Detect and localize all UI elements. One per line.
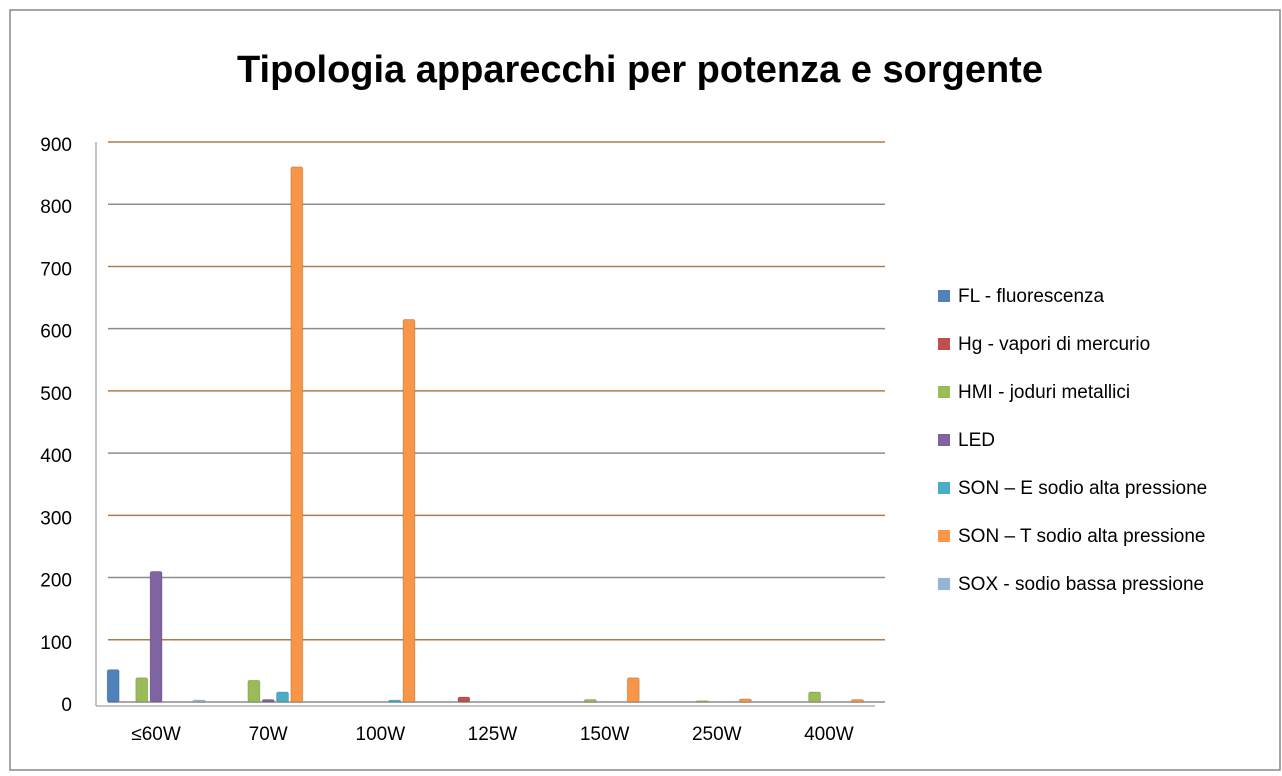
- legend-label: HMI - joduri metallici: [958, 382, 1130, 403]
- bar: [388, 699, 402, 703]
- bar: [738, 698, 752, 703]
- x-tick-label: 125W: [468, 724, 518, 745]
- legend-swatch: [938, 386, 950, 398]
- bar: [457, 696, 471, 703]
- x-tick-label: 250W: [692, 724, 742, 745]
- y-tick-label: 300: [40, 508, 72, 529]
- chart-frame: [9, 9, 1281, 771]
- bar: [583, 699, 597, 703]
- bar: [851, 699, 865, 703]
- bar: [192, 699, 206, 703]
- x-tick-label: 400W: [804, 724, 854, 745]
- bar: [276, 691, 290, 703]
- legend-label: Hg - vapori di mercurio: [958, 334, 1150, 355]
- legend-label: SOX - sodio bassa pressione: [958, 574, 1204, 595]
- y-tick-label: 200: [40, 571, 72, 592]
- bar: [695, 700, 709, 703]
- bar: [135, 677, 149, 703]
- bar: [290, 166, 304, 703]
- legend-swatch: [938, 578, 950, 590]
- x-tick-label: 100W: [356, 724, 406, 745]
- y-tick-label: 500: [40, 384, 72, 405]
- bar: [247, 679, 261, 703]
- y-tick-label: 400: [40, 446, 72, 467]
- legend-swatch: [938, 530, 950, 542]
- bar: [402, 318, 416, 703]
- chart-title: Tipologia apparecchi per potenza e sorge…: [237, 49, 1043, 91]
- x-tick-label: 150W: [580, 724, 630, 745]
- legend-swatch: [938, 338, 950, 350]
- x-tick-label: 70W: [249, 724, 288, 745]
- bar: [808, 691, 822, 703]
- y-tick-label: 0: [61, 695, 72, 716]
- legend-label: SON – E sodio alta pressione: [958, 478, 1207, 499]
- legend-swatch: [938, 434, 950, 446]
- y-tick-label: 600: [40, 322, 72, 343]
- y-tick-label: 100: [40, 633, 72, 654]
- y-tick-label: 800: [40, 197, 72, 218]
- bar: [261, 699, 275, 703]
- legend-label: LED: [958, 430, 995, 451]
- legend-label: FL - fluorescenza: [958, 286, 1105, 307]
- legend-label: SON – T sodio alta pressione: [958, 526, 1206, 547]
- legend-swatch: [938, 290, 950, 302]
- bar: [106, 669, 120, 703]
- y-tick-label: 900: [40, 135, 72, 156]
- bar: [626, 677, 640, 703]
- bar: [149, 570, 163, 703]
- x-tick-label: ≤60W: [131, 724, 181, 745]
- y-tick-label: 700: [40, 259, 72, 280]
- legend-swatch: [938, 482, 950, 494]
